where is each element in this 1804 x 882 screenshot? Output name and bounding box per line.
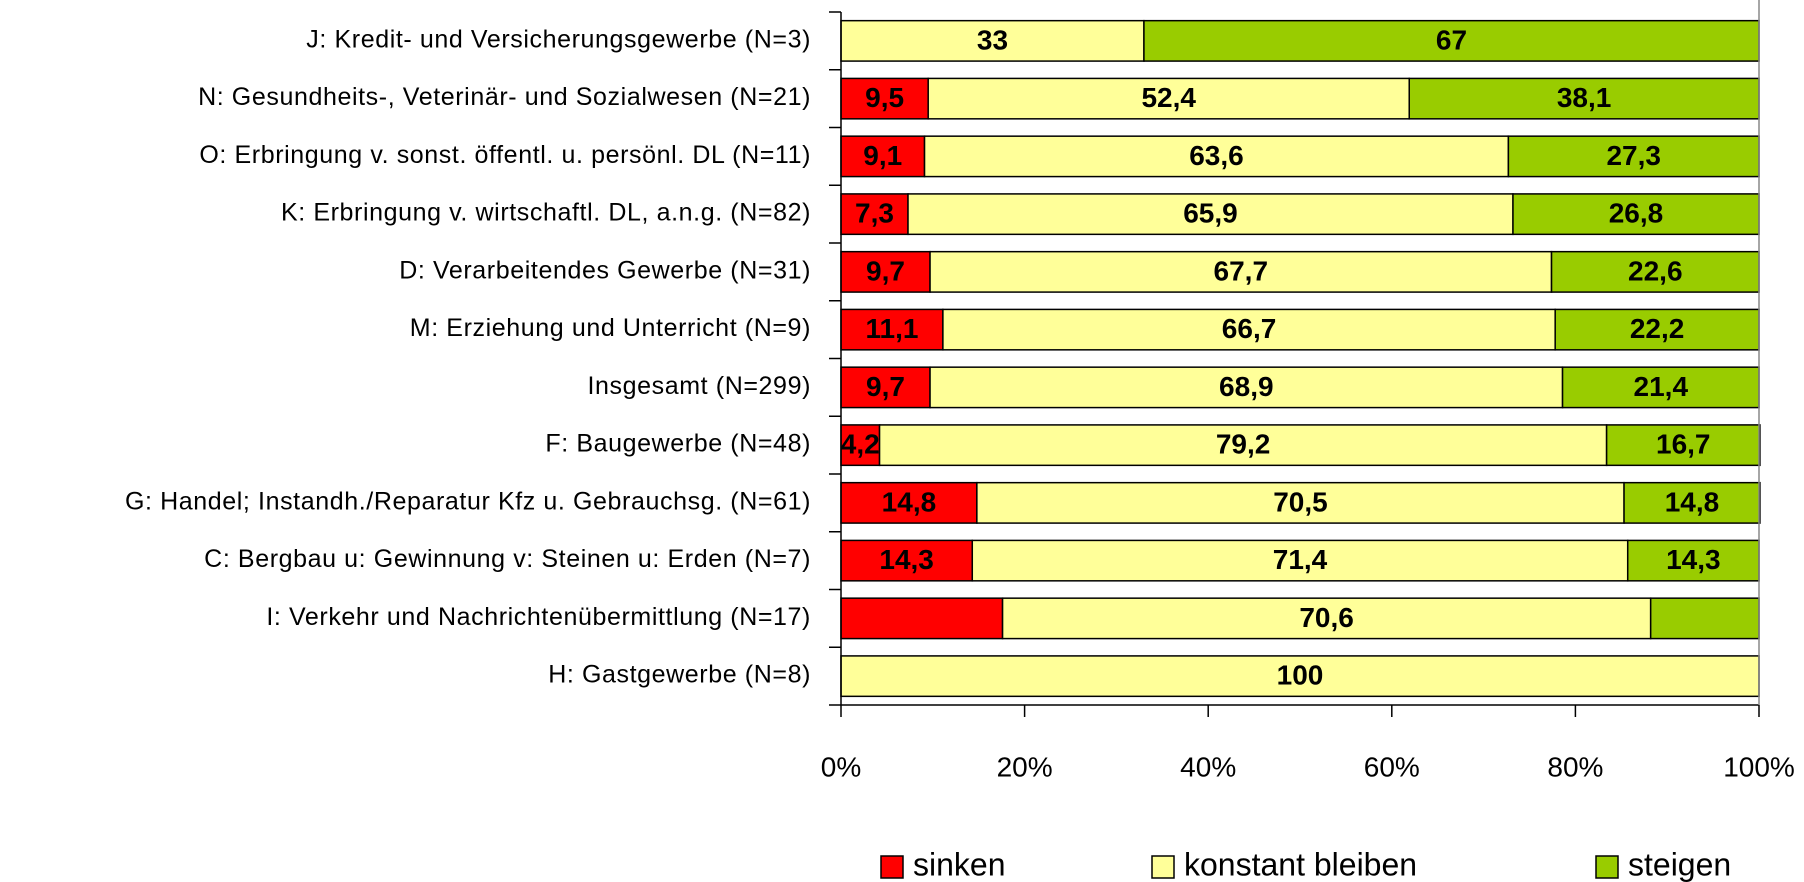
category-label: O: Erbringung v. sonst. öffentl. u. pers… [199, 141, 811, 169]
legend-swatch [1595, 855, 1619, 879]
value-label: 27,3 [1606, 140, 1661, 171]
value-label: 71,4 [1273, 544, 1328, 575]
value-label: 14,3 [1666, 544, 1721, 575]
x-tick-label: 40% [1180, 751, 1236, 782]
category-label: J: Kredit- und Versicherungsgewerbe (N=3… [306, 25, 811, 53]
legend-label: sinken [913, 846, 1006, 882]
x-tick-label: 0% [821, 751, 861, 782]
bar-segment [1626, 539, 1760, 582]
value-label: 100 [1277, 660, 1324, 691]
x-tick-label: 80% [1547, 751, 1603, 782]
bar-segment [929, 250, 1553, 293]
bar-segment [1550, 250, 1760, 293]
value-label: 33 [977, 24, 1008, 55]
bar-segment [1554, 308, 1760, 351]
value-label: 22,2 [1630, 313, 1685, 344]
x-tick-label: 60% [1364, 751, 1420, 782]
value-label: 4,2 [841, 429, 880, 460]
bar-segment [1507, 135, 1760, 178]
value-label: 70,6 [1299, 602, 1354, 633]
bar-segment [1649, 597, 1760, 640]
category-label: K: Erbringung v. wirtschaftl. DL, a.n.g.… [281, 199, 811, 227]
value-label: 9,5 [865, 82, 904, 113]
value-label: 14,8 [882, 486, 937, 517]
category-label: Insgesamt (N=299) [588, 372, 812, 400]
category-label: H: Gastgewerbe (N=8) [548, 661, 811, 689]
value-label: 70,5 [1273, 486, 1328, 517]
value-label: 68,9 [1219, 371, 1274, 402]
value-label: 22,6 [1628, 255, 1683, 286]
category-label: C: Bergbau u: Gewinnung v: Steinen u: Er… [204, 545, 811, 573]
legend-swatch [1151, 855, 1175, 879]
bar-segment [840, 597, 1004, 640]
value-label: 9,7 [866, 371, 905, 402]
value-label: 67 [1436, 24, 1467, 55]
value-label: 67,7 [1214, 255, 1269, 286]
category-label: G: Handel; Instandh./Reparatur Kfz u. Ge… [125, 487, 811, 515]
value-label: 14,8 [1665, 486, 1720, 517]
bar-segment [907, 193, 1514, 236]
value-label: 26,8 [1609, 198, 1664, 229]
legend-label: steigen [1628, 846, 1731, 882]
bar-segment [1143, 19, 1760, 62]
value-label: 66,7 [1222, 313, 1277, 344]
value-label: 38,1 [1557, 82, 1612, 113]
bar-segment [1605, 424, 1761, 467]
value-label: 14,3 [879, 544, 934, 575]
bar-segment [840, 77, 929, 120]
bar-segment [976, 481, 1625, 524]
value-label: 9,7 [866, 255, 905, 286]
x-tick-label: 20% [997, 751, 1053, 782]
value-label: 79,2 [1216, 429, 1271, 460]
bar-segment [942, 308, 1556, 351]
value-label: 11,1 [865, 313, 918, 344]
value-label: 63,6 [1189, 140, 1244, 171]
bar-segment [1408, 77, 1760, 120]
value-label: 16,7 [1656, 429, 1711, 460]
bar-segment [923, 135, 1510, 178]
bar-segment [840, 19, 1145, 62]
bar-segment [1623, 481, 1761, 524]
value-label: 9,1 [863, 140, 902, 171]
bar-segment [878, 424, 1608, 467]
category-label: I: Verkehr und Nachrichtenübermittlung (… [266, 603, 811, 631]
bar-segment [840, 250, 931, 293]
bar-segment [1561, 366, 1760, 409]
category-label: N: Gesundheits-, Veterinär- und Sozialwe… [198, 83, 811, 111]
value-label: 7,3 [855, 198, 894, 229]
category-label: F: Baugewerbe (N=48) [545, 430, 811, 458]
legend-label: konstant bleiben [1184, 846, 1417, 882]
value-label: 65,9 [1183, 198, 1238, 229]
bar-segment [971, 539, 1629, 582]
category-label: D: Verarbeitendes Gewerbe (N=31) [399, 256, 811, 284]
value-label: 52,4 [1141, 82, 1196, 113]
bar-segment [929, 366, 1564, 409]
category-label: M: Erziehung und Unterricht (N=9) [410, 314, 811, 342]
bar-segment [840, 655, 1760, 698]
x-tick-label: 100% [1723, 751, 1795, 782]
value-label: 21,4 [1634, 371, 1689, 402]
legend-swatch [880, 855, 904, 879]
